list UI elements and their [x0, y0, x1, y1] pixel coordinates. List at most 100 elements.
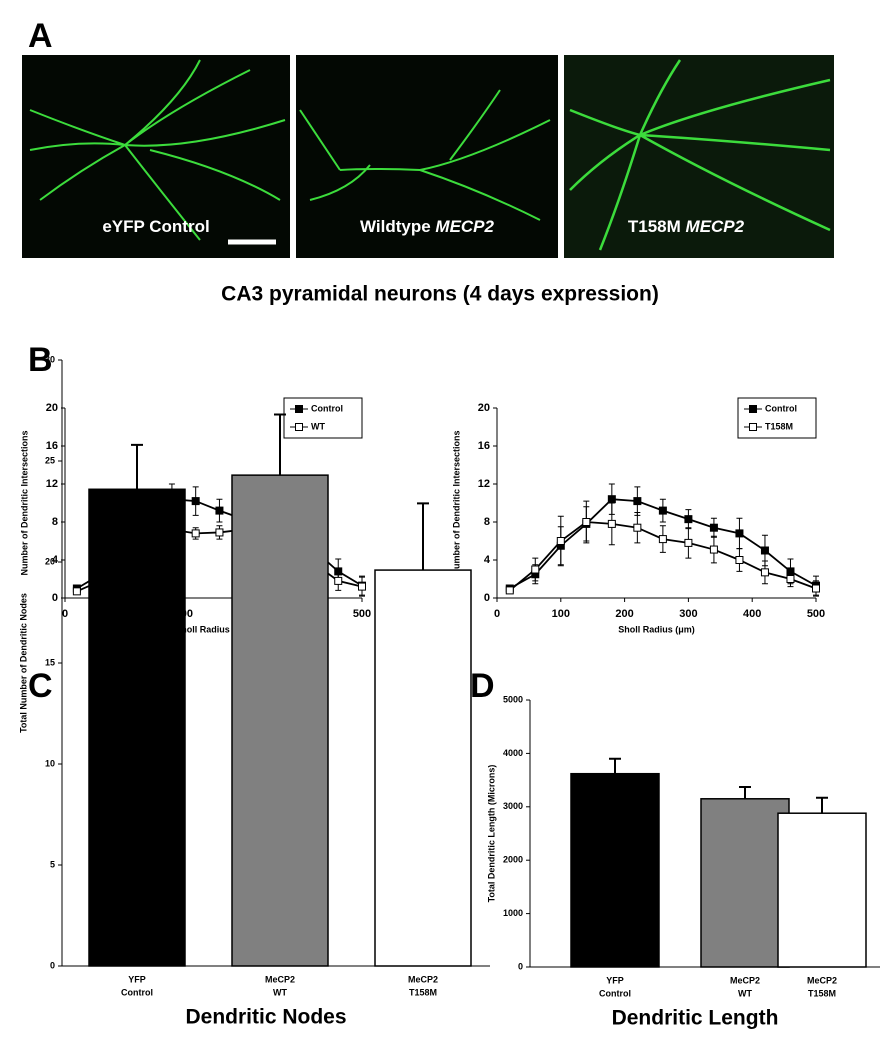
y-tick-label: 8 [484, 516, 490, 528]
y-tick-label: 12 [46, 478, 58, 490]
y-tick-label: 15 [45, 657, 55, 667]
y-tick-label: 10 [45, 758, 55, 768]
y-tick-label: 16 [478, 440, 490, 452]
marker [215, 528, 224, 537]
caption-gene: MECP2 [686, 217, 745, 236]
x-tick-label: MeCP2 [408, 974, 438, 984]
caption-gene: MECP2 [435, 217, 494, 236]
marker [582, 518, 591, 526]
y-tick-label: 0 [52, 592, 58, 604]
y-tick-label: 12 [478, 478, 490, 490]
marker [735, 529, 744, 538]
y-tick-label: 25 [45, 455, 55, 465]
chart-title: Dendritic Length [612, 1007, 779, 1030]
y-tick-label: 30 [45, 354, 55, 364]
marker [505, 586, 514, 595]
error-bar [609, 757, 621, 774]
marker [709, 523, 718, 532]
x-tick-label: Control [599, 988, 631, 998]
y-tick-label: 4 [484, 554, 491, 566]
images-title: CA3 pyramidal neurons (4 days expression… [221, 283, 659, 306]
legend-marker [749, 405, 757, 413]
marker [786, 575, 795, 583]
chart-title: Dendritic Nodes [185, 1006, 346, 1029]
legend-label: WT [311, 421, 325, 431]
legend-box [283, 397, 363, 439]
marker [191, 497, 200, 506]
marker [607, 495, 616, 504]
image-caption: eYFP Control [102, 217, 209, 236]
marker [607, 519, 616, 528]
y-tick-label: 2000 [503, 855, 523, 865]
marker [633, 523, 642, 532]
x-tick-label: T158M [808, 988, 836, 998]
x-tick-label: Control [121, 987, 153, 997]
panel-label: C [28, 667, 53, 705]
y-tick-label: 1000 [503, 908, 523, 918]
y-tick-label: 5000 [503, 694, 523, 704]
x-tick-label: WT [273, 987, 287, 997]
x-tick-label: 400 [743, 608, 761, 620]
panel-label: B [28, 341, 53, 379]
y-tick-label: 4000 [503, 748, 523, 758]
x-tick-label: 100 [552, 608, 570, 620]
x-tick-label: 500 [807, 608, 825, 620]
y-tick-label: 16 [46, 440, 58, 452]
error-bar [274, 413, 286, 476]
error-bar [739, 786, 751, 799]
marker [760, 568, 769, 577]
x-tick-label: MeCP2 [730, 975, 760, 985]
y-tick-label: 0 [484, 592, 490, 604]
legend-box [737, 397, 817, 439]
marker [358, 582, 366, 591]
x-axis-label: Sholl Radius (μm) [618, 624, 695, 634]
x-tick-label: MeCP2 [265, 974, 295, 984]
legend-marker [295, 423, 303, 431]
y-tick-label: 0 [50, 960, 55, 970]
error-bar [131, 443, 143, 490]
panel-label: D [470, 667, 495, 705]
marker [633, 497, 642, 506]
y-tick-label: 0 [518, 961, 523, 971]
error-bar [417, 502, 429, 571]
y-tick-label: 4 [52, 554, 59, 566]
x-tick-label: 300 [679, 608, 697, 620]
x-axis-label: Sholl Radius (μm) [175, 624, 252, 634]
x-tick-label: WT [738, 988, 752, 998]
x-tick-label: YFP [606, 975, 624, 985]
y-axis-label: Number of Dendritic Intersections [451, 430, 461, 575]
marker [760, 546, 769, 555]
image-caption: Wildtype MECP2 [360, 217, 495, 236]
caption-text: T158M [628, 217, 686, 236]
y-axis-label: Total Dendritic Length (Microns) [486, 765, 496, 903]
bar [88, 488, 186, 967]
y-tick-label: 3000 [503, 801, 523, 811]
x-tick-label: MeCP2 [807, 975, 837, 985]
legend-label: Control [765, 403, 797, 413]
marker [531, 565, 540, 574]
marker [684, 515, 693, 524]
legend-marker [749, 423, 757, 431]
y-tick-label: 20 [45, 556, 55, 566]
bar [777, 812, 867, 968]
caption-text: eYFP Control [102, 217, 209, 236]
marker [191, 529, 200, 538]
legend-label: T158M [765, 421, 793, 431]
panel-label: A [28, 17, 53, 55]
marker [556, 537, 565, 545]
bar [700, 798, 790, 968]
x-tick-label: 500 [353, 608, 371, 620]
x-tick-label: YFP [128, 974, 146, 984]
marker [735, 556, 744, 564]
marker [684, 538, 693, 547]
bar [374, 569, 472, 967]
micrographs [22, 55, 834, 258]
legend-marker [295, 405, 303, 413]
error-bar [816, 796, 828, 814]
y-tick-label: 20 [46, 402, 58, 414]
y-tick-label: 8 [52, 516, 58, 528]
y-tick-label: 20 [478, 402, 490, 414]
bar [231, 474, 329, 967]
marker [709, 545, 718, 554]
caption-text: Wildtype [360, 217, 435, 236]
